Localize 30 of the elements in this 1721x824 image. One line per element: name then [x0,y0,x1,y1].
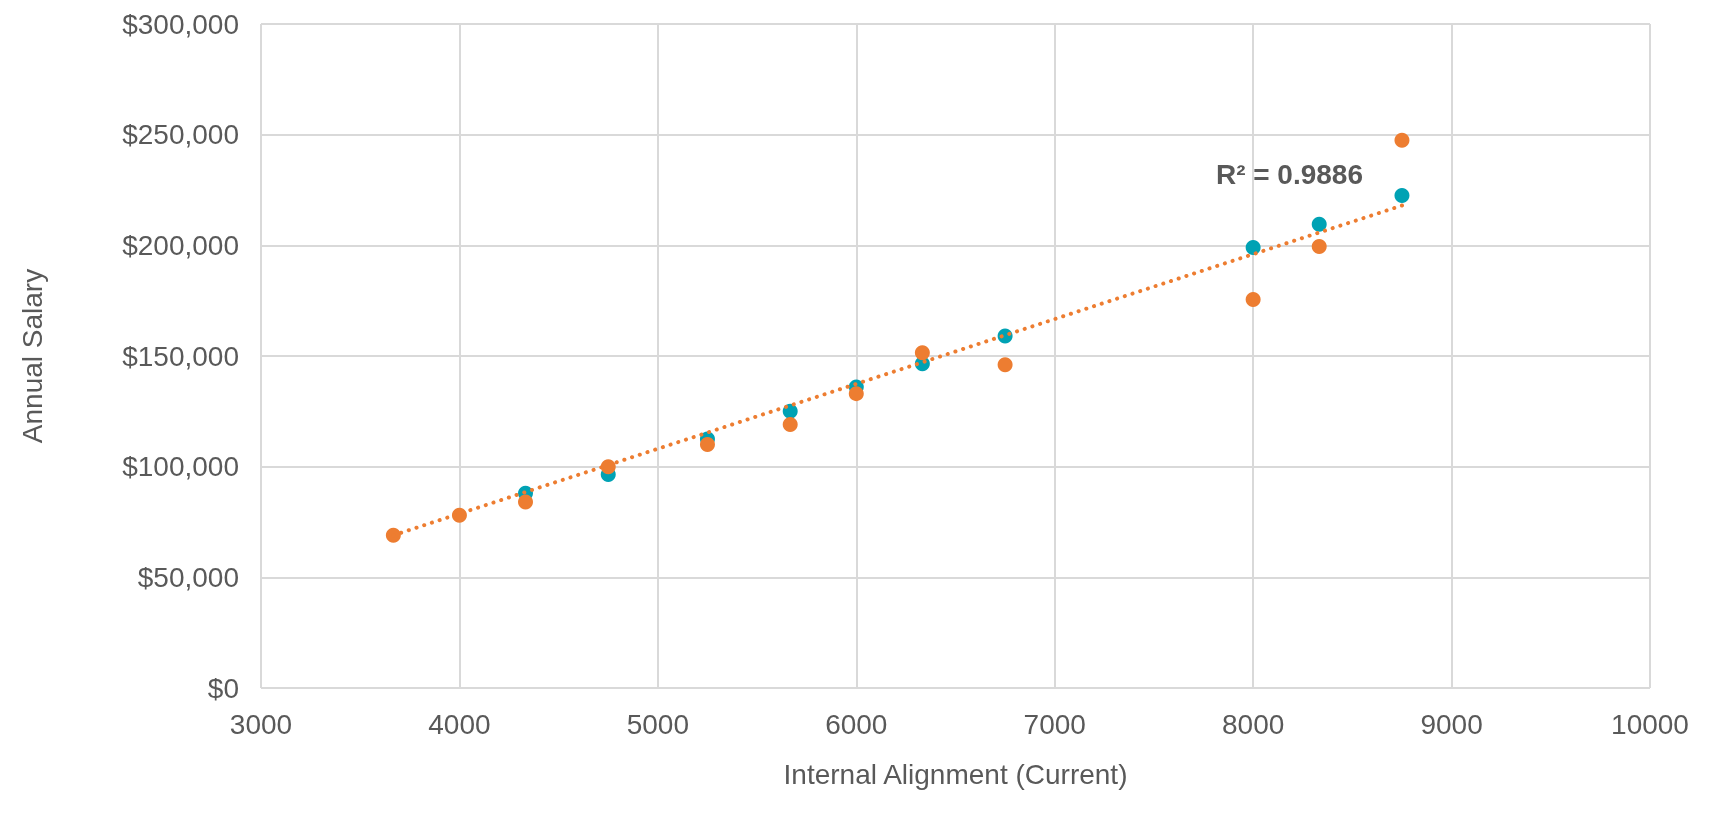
y-tick-label: $200,000 [122,229,239,261]
y-tick-label: $300,000 [122,8,239,40]
point [1311,216,1327,232]
point [1245,240,1261,256]
x-tick-label: 8000 [1221,708,1285,740]
x-tick-label: 3000 [229,708,293,740]
point [782,417,798,433]
x-tick-label: 9000 [1420,708,1483,740]
point [914,345,930,361]
y-tick-label: $50,000 [137,561,239,593]
x-tick-label: 6000 [825,708,888,740]
y-tick-label: $150,000 [122,340,239,372]
point [1394,132,1410,148]
y-tick-label: $0 [207,672,239,704]
x-tick-label: 7000 [1023,708,1086,740]
y-tick-label: $250,000 [122,119,239,151]
y-tick-label: $100,000 [122,451,239,483]
point [1394,188,1410,204]
x-axis-title: Internal Alignment (Current) [783,758,1128,790]
point [1245,292,1261,308]
point [848,386,864,402]
x-tick-label: 5000 [626,708,690,740]
y-axis-title: Annual Salary [16,268,48,444]
x-tick-label: 10000 [1611,708,1689,740]
point [1311,238,1327,254]
point [518,494,534,510]
point [997,357,1013,373]
point [699,437,715,453]
annotation: R² = 0.9886 [1215,158,1364,190]
x-tick-label: 4000 [428,708,491,740]
